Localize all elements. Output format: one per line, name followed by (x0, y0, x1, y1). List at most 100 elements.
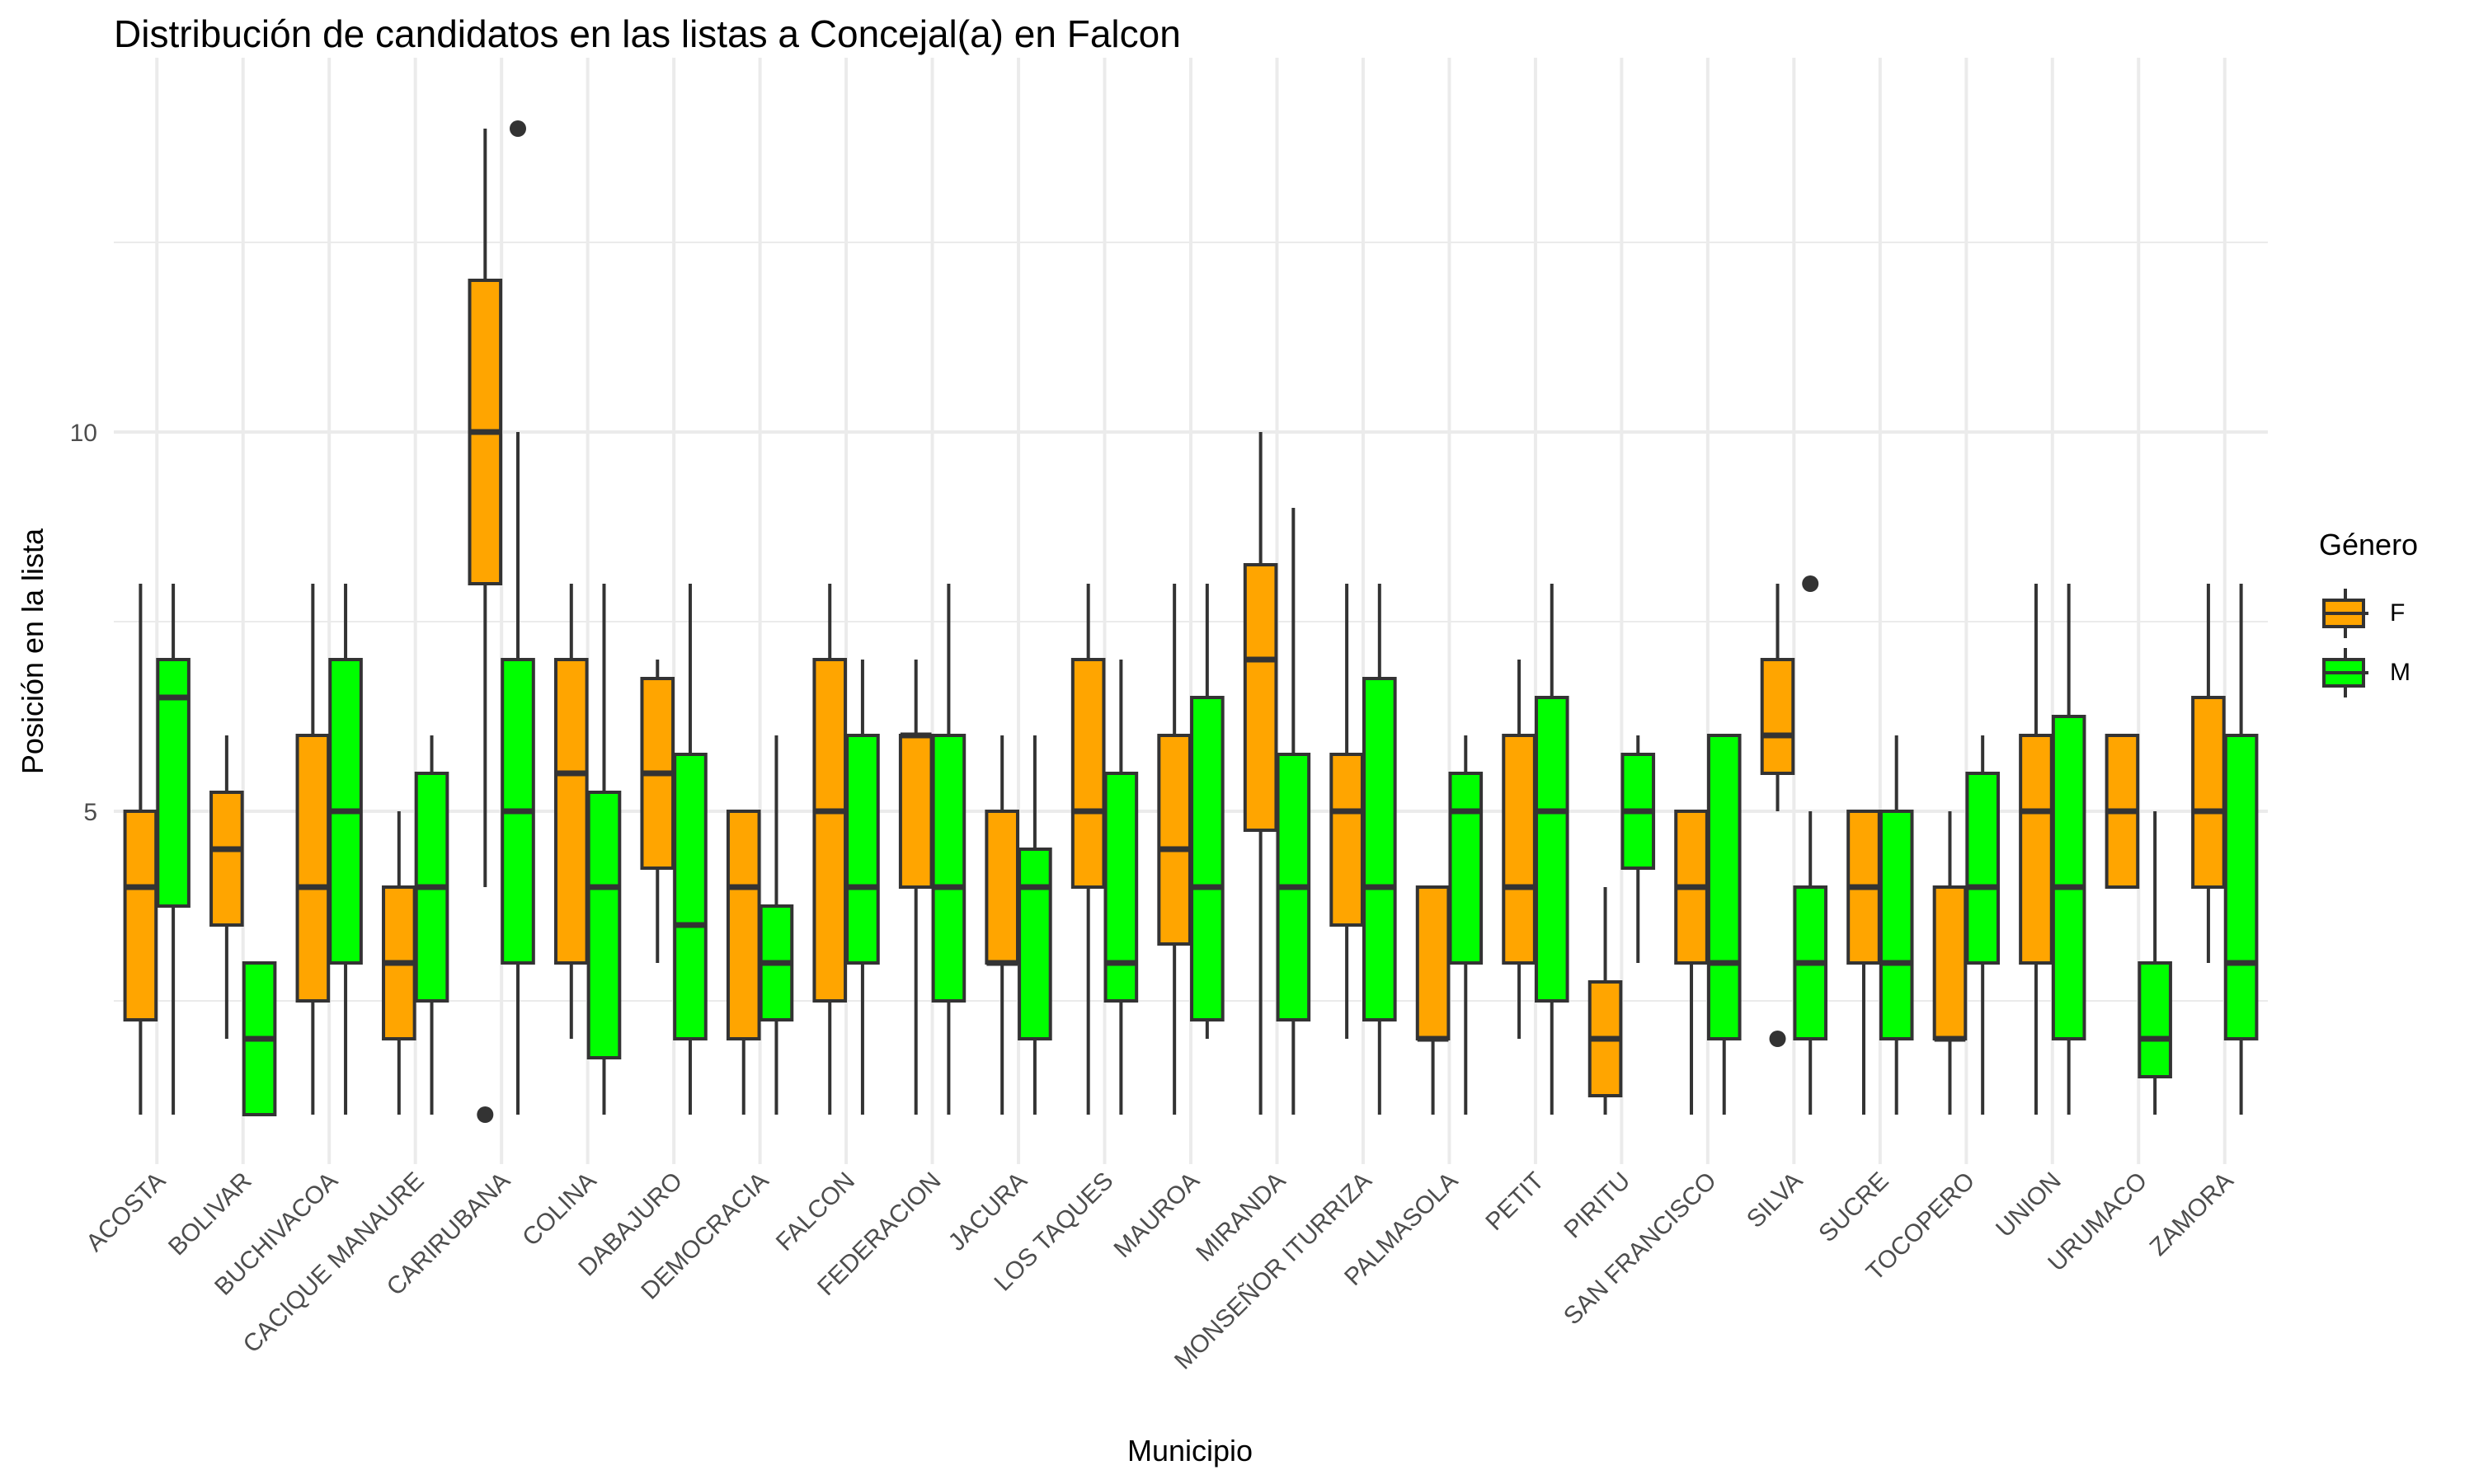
box-m-san-francisco (1706, 734, 1742, 1115)
box-body (2223, 734, 2259, 1040)
outlier-point (510, 120, 527, 137)
outlier-point (477, 1106, 494, 1123)
box-body (1932, 885, 1968, 1040)
box-body (553, 658, 589, 965)
box-body (1879, 810, 1914, 1040)
box-layer (123, 120, 2259, 1123)
y-axis-title: Posición en la lista (16, 528, 49, 774)
outlier-point (1769, 1031, 1786, 1047)
box-m-bolivar (242, 961, 277, 1116)
box-m-federacion (931, 584, 967, 1115)
box-body (1190, 696, 1225, 1021)
box-body (156, 658, 190, 908)
box-f-zamora (2191, 584, 2226, 963)
box-f-colina (553, 584, 589, 1039)
box-m-mauroa (1190, 584, 1225, 1039)
box-body (1070, 658, 1106, 889)
box-body (123, 810, 158, 1021)
x-axis-title: Municipio (1127, 1434, 1253, 1468)
box-body (1534, 696, 1569, 1003)
box-body (931, 734, 967, 1003)
box-body (1243, 563, 1278, 832)
x-tick-label: COLINA (517, 1167, 601, 1252)
box-m-tocopero (1965, 735, 2000, 1115)
box-m-carirubana (501, 120, 535, 1115)
box-f-democracia (726, 810, 761, 1115)
x-tick-label: PIRITU (1559, 1167, 1635, 1244)
legend-item-f: F (2319, 584, 2418, 643)
box-m-falcon (845, 660, 880, 1115)
box-f-urumaco (2105, 734, 2140, 889)
legend-label-m: M (2390, 659, 2411, 686)
box-body (1157, 734, 1192, 946)
box-m-cacique-manaure (414, 735, 449, 1115)
x-tick-label: MAUROA (1108, 1167, 1204, 1263)
box-body (845, 734, 880, 965)
box-body (726, 810, 761, 1040)
box-body (673, 753, 708, 1040)
box-body (1329, 753, 1364, 927)
box-body (2051, 715, 2086, 1040)
box-body (586, 791, 622, 1059)
box-body (1448, 772, 1484, 965)
box-m-dabajuro (673, 584, 708, 1115)
box-f-san-francisco (1674, 810, 1709, 1115)
box-m-palmasola (1448, 735, 1484, 1115)
x-tick-label: FALCON (771, 1167, 860, 1256)
box-body (1415, 885, 1451, 1040)
box-m-acosta (156, 584, 190, 1115)
box-f-union (2019, 584, 2053, 1115)
box-f-jacura (985, 735, 1019, 1115)
box-body (2191, 696, 2226, 889)
box-m-urumaco (2138, 811, 2172, 1115)
box-m-miranda (1276, 508, 1311, 1115)
box-m-petit (1534, 584, 1569, 1115)
box-m-colina (586, 584, 622, 1115)
box-body (1502, 734, 1536, 965)
box-body (1362, 677, 1397, 1021)
box-m-monseñor-iturriza (1362, 584, 1397, 1115)
y-tick-labels: 5 10 (70, 420, 97, 826)
x-tick-label: UNION (1991, 1167, 2067, 1243)
x-tick-label: ZAMORA (2145, 1167, 2239, 1261)
y-tick-label: 10 (70, 420, 97, 447)
box-f-sucre (1846, 810, 1881, 1115)
box-body (209, 791, 244, 927)
legend-key-f (2319, 587, 2372, 640)
box-f-los-taques (1070, 584, 1106, 1115)
box-m-sucre (1879, 735, 1914, 1115)
x-tick-label: SUCRE (1813, 1167, 1894, 1248)
box-f-miranda (1243, 432, 1278, 1115)
box-f-monseñor-iturriza (1329, 584, 1364, 1039)
box-body (1965, 772, 2000, 965)
x-tick-label: JACURA (943, 1167, 1032, 1256)
box-body (1018, 848, 1052, 1040)
x-tick-label: PETIT (1480, 1167, 1549, 1236)
box-m-democracia (759, 735, 794, 1115)
box-body (2019, 734, 2053, 965)
box-f-buchivacoa (295, 584, 331, 1115)
box-body (1706, 734, 1742, 1040)
box-body (812, 658, 848, 1003)
box-body (985, 810, 1019, 965)
box-m-buchivacoa (328, 584, 363, 1115)
chart-title: Distribución de candidatos en las listas… (114, 12, 1181, 55)
box-m-silva (1793, 575, 1828, 1115)
legend-label-f: F (2390, 599, 2406, 627)
box-f-carirubana (468, 129, 503, 1123)
box-m-jacura (1018, 735, 1052, 1115)
box-body (1760, 658, 1795, 775)
legend-key-m (2319, 646, 2372, 699)
box-body (2138, 961, 2172, 1078)
box-f-dabajuro (640, 660, 675, 963)
box-f-mauroa (1157, 584, 1192, 1115)
legend-title: Género (2319, 528, 2419, 561)
outlier-point (1802, 575, 1819, 592)
box-f-acosta (123, 584, 158, 1115)
x-tick-label: SILVA (1742, 1167, 1808, 1233)
box-f-tocopero (1932, 811, 1968, 1115)
box-f-falcon (812, 584, 848, 1115)
y-tick-label: 5 (83, 799, 97, 826)
box-f-petit (1502, 660, 1536, 1039)
